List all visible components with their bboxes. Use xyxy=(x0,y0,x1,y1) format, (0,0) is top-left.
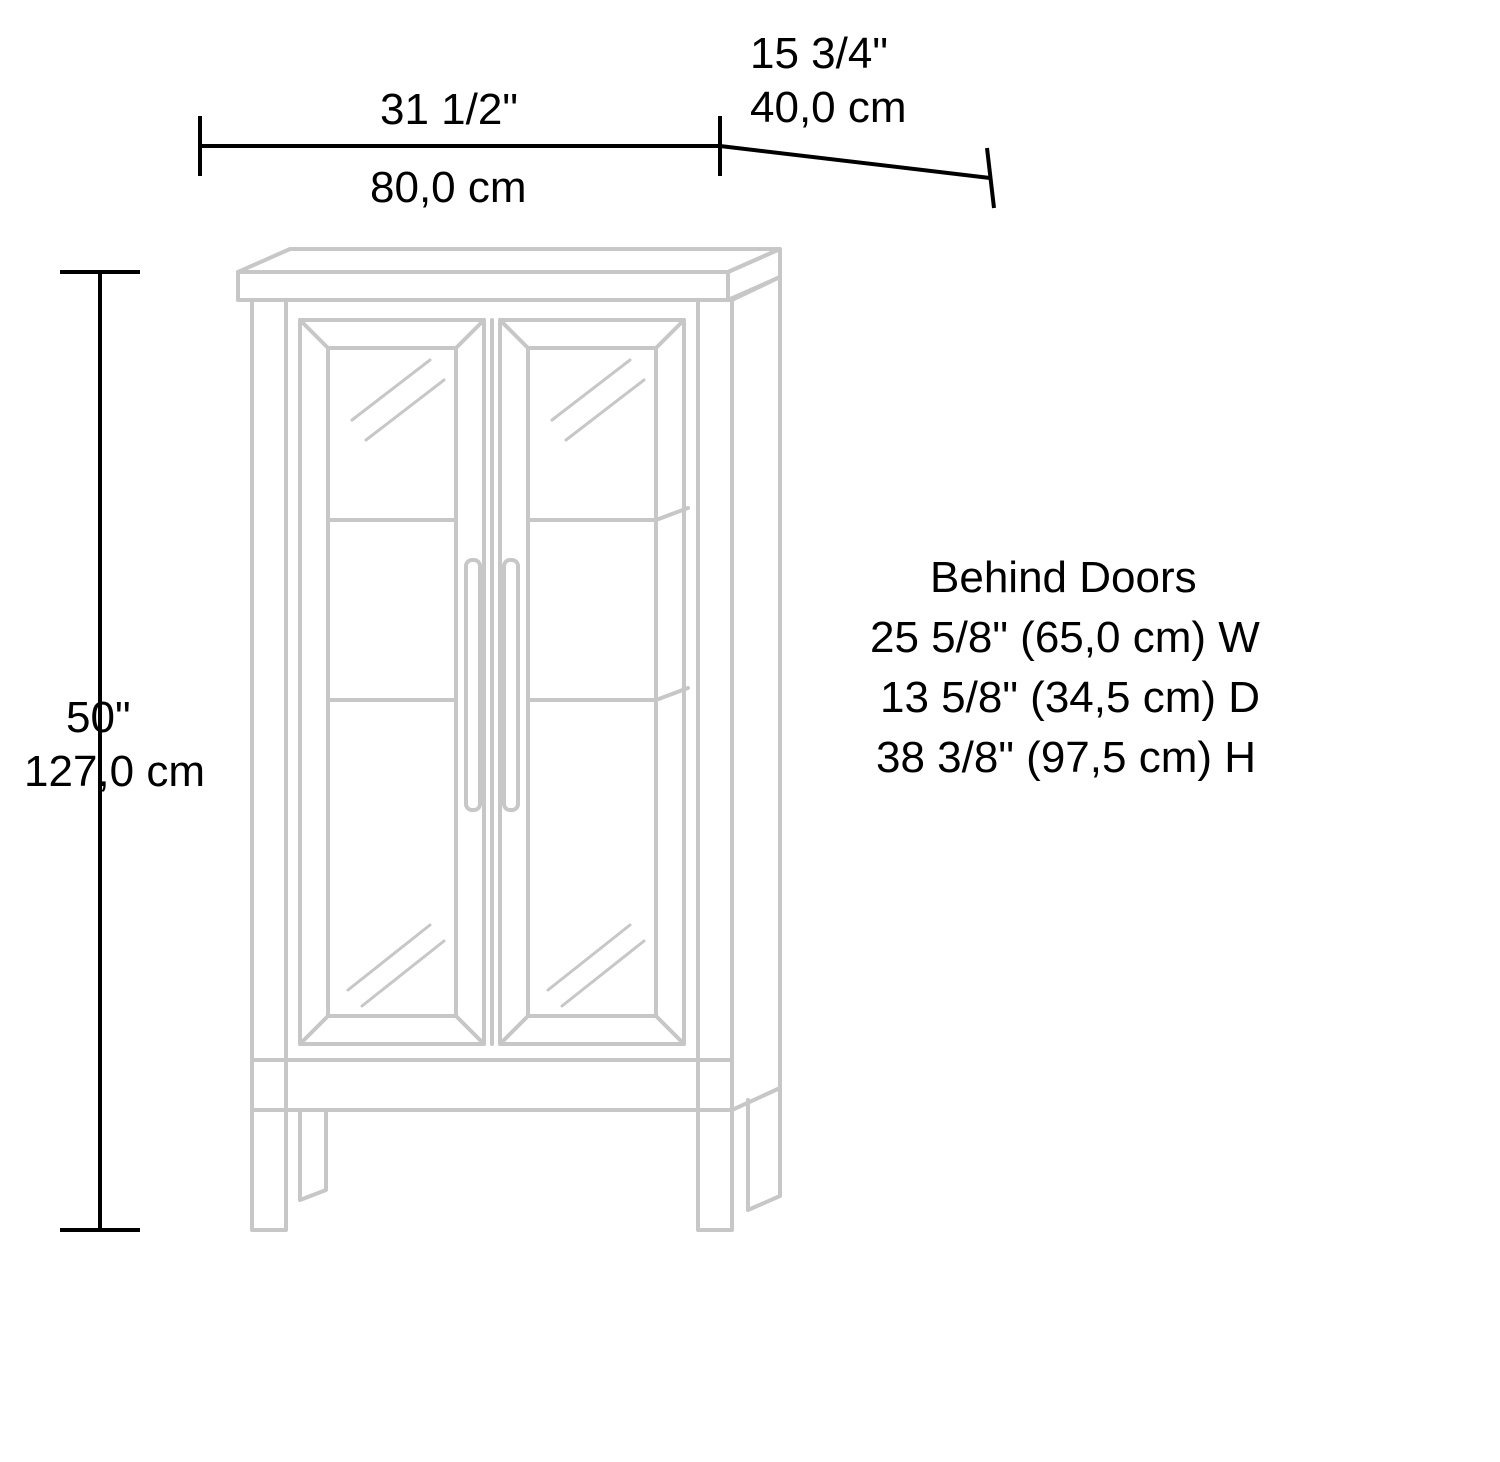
left-door-miter-br xyxy=(456,1016,484,1044)
callout-title: Behind Doors xyxy=(930,550,1197,605)
height-dim-metric: 127,0 cm xyxy=(24,744,205,799)
shelves xyxy=(328,508,688,700)
left-door-miter-tl xyxy=(300,320,328,348)
cabinet-top-edge-front xyxy=(238,272,728,300)
cabinet-top-edge-side xyxy=(728,249,780,300)
right-door-miter-br xyxy=(656,1016,684,1044)
depth-dim-metric: 40,0 cm xyxy=(750,80,907,135)
right-door-inner-frame xyxy=(528,348,656,1016)
callout-line-0: 25 5/8" (65,0 cm) W xyxy=(870,610,1260,665)
left-door-miter-tr xyxy=(456,320,484,348)
callout-line-2: 38 3/8" (97,5 cm) H xyxy=(876,730,1256,785)
right-door-miter-tr xyxy=(656,320,684,348)
width-dim-metric: 80,0 cm xyxy=(370,160,527,215)
right-door-miter-bl xyxy=(500,1016,528,1044)
height-dim-imperial: 50" xyxy=(66,690,131,745)
cabinet-body-side xyxy=(732,277,780,1110)
depth-dim-line xyxy=(720,146,990,178)
left-door-inner-frame xyxy=(328,348,456,1016)
diagram-canvas: 15 3/4" 40,0 cm 31 1/2" 80,0 cm 50" 127,… xyxy=(0,0,1500,1462)
right-door-miter-tl xyxy=(500,320,528,348)
glass-glare xyxy=(348,360,644,1006)
width-dim-imperial: 31 1/2" xyxy=(380,82,518,137)
cabinet-svg xyxy=(0,0,1500,1462)
depth-dim-imperial: 15 3/4" xyxy=(750,26,888,81)
left-door-miter-bl xyxy=(300,1016,328,1044)
callout-line-1: 13 5/8" (34,5 cm) D xyxy=(880,670,1260,725)
cabinet-top-face xyxy=(238,249,780,272)
